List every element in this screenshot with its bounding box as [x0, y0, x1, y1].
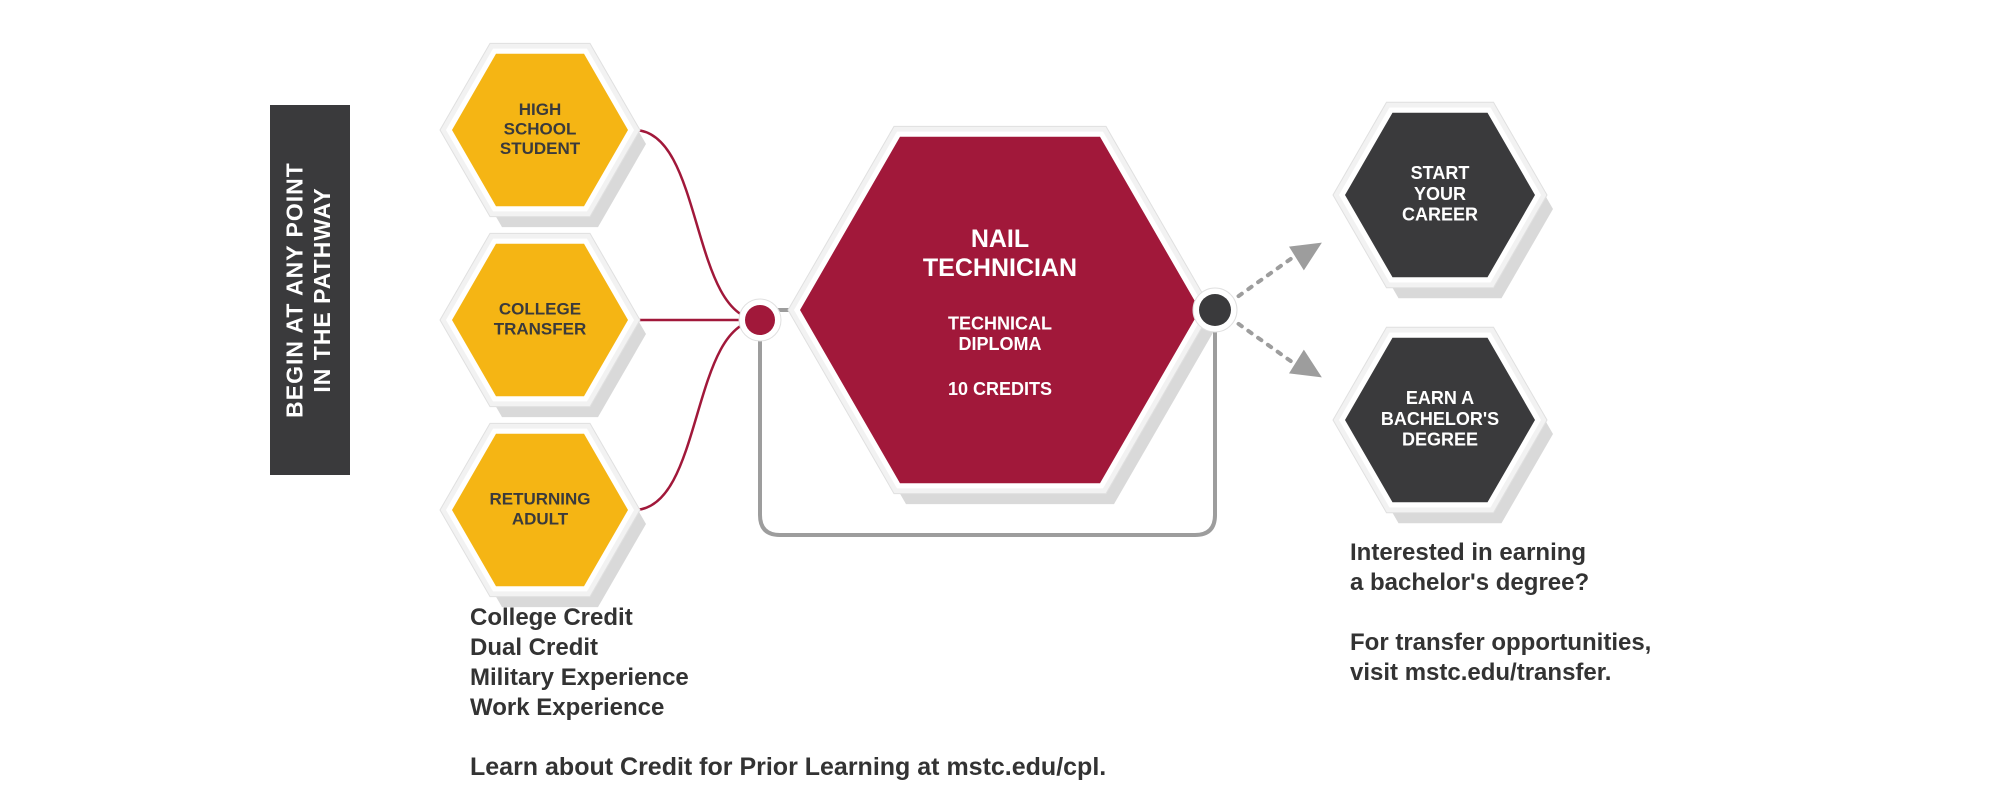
program-hex: NAILTECHNICIAN TECHNICALDIPLOMA 10 CREDITS — [788, 126, 1218, 504]
svg-text:Work Experience: Work Experience — [470, 694, 664, 721]
svg-text:DIPLOMA: DIPLOMA — [959, 334, 1042, 354]
entry-hex-0: HIGHSCHOOLSTUDENT — [440, 43, 646, 227]
svg-text:CAREER: CAREER — [1402, 204, 1478, 224]
svg-text:HIGH: HIGH — [519, 100, 562, 119]
svg-text:10 CREDITS: 10 CREDITS — [948, 379, 1052, 399]
svg-text:BEGIN AT ANY POINT: BEGIN AT ANY POINT — [281, 162, 307, 418]
arrow-1 — [1289, 350, 1329, 390]
svg-text:TECHNICAL: TECHNICAL — [948, 313, 1052, 333]
transfer-info: Interested in earning a bachelor's degree… — [1350, 539, 1651, 686]
svg-text:RETURNING: RETURNING — [489, 490, 590, 509]
merge-node — [739, 299, 781, 341]
entry-hex-1: COLLEGETRANSFER — [440, 233, 646, 417]
svg-text:SCHOOL: SCHOOL — [504, 119, 577, 138]
svg-text:EARN A: EARN A — [1406, 388, 1474, 408]
branch-node — [1193, 288, 1237, 332]
svg-text:COLLEGE: COLLEGE — [499, 300, 581, 319]
svg-text:visit mstc.edu/transfer.: visit mstc.edu/transfer. — [1350, 659, 1611, 686]
svg-text:BACHELOR'S: BACHELOR'S — [1381, 409, 1499, 429]
svg-text:STUDENT: STUDENT — [500, 139, 581, 158]
svg-text:YOUR: YOUR — [1414, 184, 1466, 204]
svg-text:TRANSFER: TRANSFER — [494, 319, 587, 338]
svg-text:TECHNICIAN: TECHNICIAN — [923, 254, 1077, 282]
pathway-sidebar: BEGIN AT ANY POINTIN THE PATHWAY — [270, 105, 350, 475]
svg-text:Interested in earning: Interested in earning — [1350, 539, 1586, 566]
svg-text:ADULT: ADULT — [512, 509, 569, 528]
entry-hex-2: RETURNINGADULT — [440, 423, 646, 607]
svg-text:Dual Credit: Dual Credit — [470, 634, 598, 661]
svg-text:College Credit: College Credit — [470, 604, 633, 631]
arrow-0 — [1289, 231, 1329, 271]
svg-text:Military Experience: Military Experience — [470, 664, 689, 691]
outcome-hex-1: EARN ABACHELOR'SDEGREE — [1333, 327, 1553, 523]
outcome-hex-0: STARTYOURCAREER — [1333, 102, 1553, 298]
cpl-line: Learn about Credit for Prior Learning at… — [470, 753, 1106, 781]
svg-text:NAIL: NAIL — [971, 225, 1029, 253]
svg-text:DEGREE: DEGREE — [1402, 429, 1478, 449]
credit-list: College Credit Dual Credit Military Experi… — [470, 604, 689, 721]
svg-text:For transfer opportunities,: For transfer opportunities, — [1350, 629, 1651, 656]
svg-text:a bachelor's degree?: a bachelor's degree? — [1350, 569, 1589, 596]
svg-text:START: START — [1411, 163, 1470, 183]
svg-text:IN THE PATHWAY: IN THE PATHWAY — [309, 187, 335, 392]
